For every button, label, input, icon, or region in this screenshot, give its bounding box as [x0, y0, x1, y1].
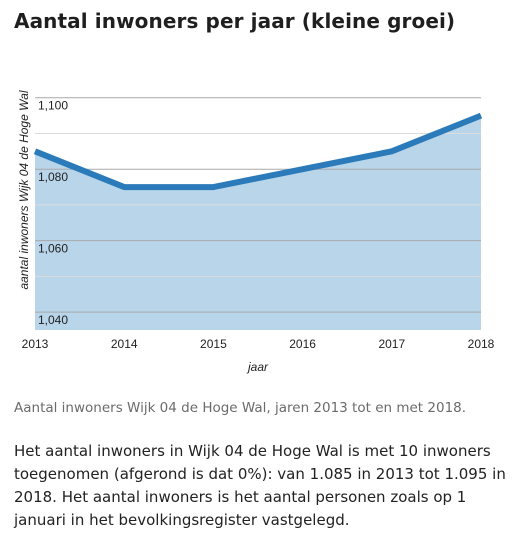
- y-tick-label: 1,100: [38, 99, 68, 113]
- chart-caption: Aantal inwoners Wijk 04 de Hoge Wal, jar…: [14, 400, 467, 416]
- x-tick-label: 2014: [111, 337, 138, 351]
- chart-description: Het aantal inwoners in Wijk 04 de Hoge W…: [14, 442, 506, 529]
- x-tick-label: 2018: [468, 337, 495, 351]
- series-line: [33, 112, 483, 191]
- population-area-chart: 1,040 1,060 1,080 1,100 2013 2014 2015 2016 2017…: [17, 90, 495, 374]
- x-tick-label: 2017: [378, 337, 405, 351]
- x-axis-title: jaar: [246, 360, 269, 374]
- x-tick-label: 2013: [22, 337, 49, 351]
- x-tick-label: 2016: [289, 337, 316, 351]
- x-tick-label: 2015: [200, 337, 227, 351]
- y-tick-label: 1,060: [38, 242, 68, 256]
- y-tick-label: 1,040: [38, 313, 68, 327]
- chart-title: Aantal inwoners per jaar (kleine groei): [14, 9, 456, 33]
- y-axis-title: aantal inwoners Wijk 04 de Hoge Wal: [17, 90, 31, 289]
- y-tick-label: 1,080: [38, 170, 68, 184]
